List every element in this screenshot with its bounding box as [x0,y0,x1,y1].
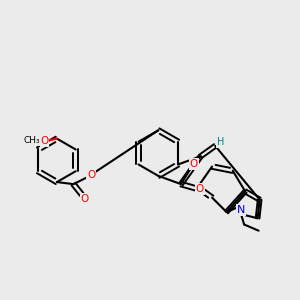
Text: O: O [190,159,198,169]
Text: O: O [81,194,89,204]
Text: O: O [87,170,95,180]
Text: CH₃: CH₃ [24,136,40,145]
Text: O: O [40,136,49,146]
Text: O: O [196,184,204,194]
Text: H: H [217,137,224,147]
Text: N: N [237,205,245,215]
